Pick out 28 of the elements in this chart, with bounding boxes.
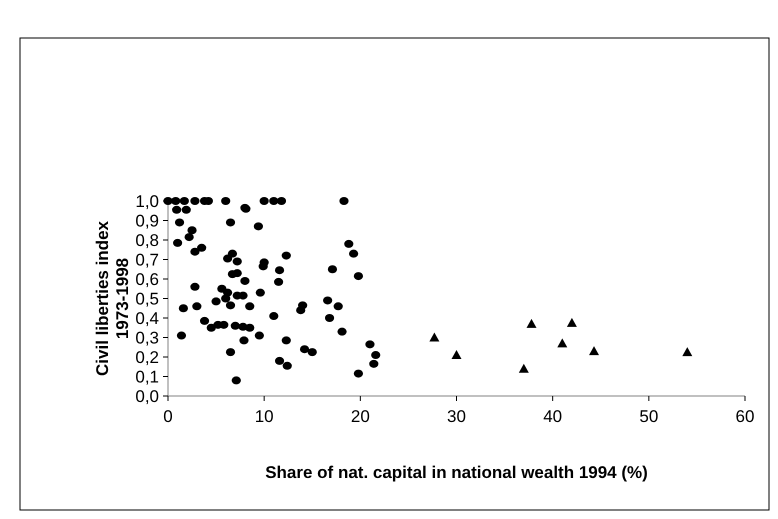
x-tick-label: 50 [639, 407, 658, 426]
y-tick-label: 0,4 [135, 308, 159, 328]
y-tick-label: 0,8 [135, 230, 159, 250]
point [429, 332, 440, 342]
y-tick-label: 0,3 [135, 328, 159, 348]
point [518, 364, 529, 373]
x-tick-label: 20 [350, 407, 370, 426]
y-axis-title: Civil liberties index 1973-1998 [93, 220, 132, 376]
point [589, 346, 600, 356]
x-tick-label: 40 [543, 407, 562, 426]
x-tick-label: 30 [447, 407, 466, 426]
y-tick-label: 0,2 [135, 348, 159, 367]
x-tick-label: 60 [736, 407, 754, 426]
x-tick-label: 0 [163, 407, 173, 426]
y-tick-label: 0,1 [135, 367, 159, 386]
y-tick-label: 0,5 [135, 289, 159, 308]
y-tick-label: 0,7 [135, 250, 159, 270]
x-axis-title: Share of nat. capital in national wealth 1994 (%) [265, 463, 648, 482]
y-tick-label: 0,9 [135, 211, 159, 230]
point [682, 347, 692, 356]
point [557, 338, 568, 348]
point [526, 318, 537, 328]
y-tick-label: 0,6 [135, 270, 159, 289]
y-tick-label: 1,0 [135, 192, 159, 211]
point [566, 318, 577, 327]
point [452, 350, 462, 360]
x-tick-label: 10 [254, 407, 274, 426]
y-tick-label: 0,0 [135, 386, 159, 406]
